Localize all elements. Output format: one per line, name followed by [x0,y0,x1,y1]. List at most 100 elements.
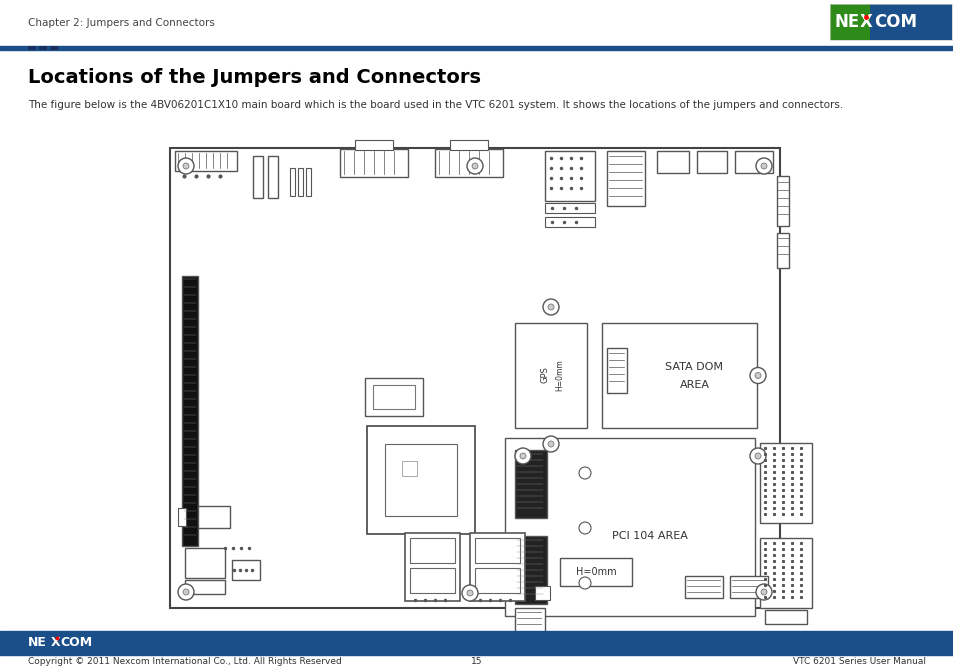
Circle shape [547,441,554,447]
Bar [544,151,595,201]
Text: NE: NE [28,636,47,650]
Bar [776,176,788,226]
Bar [601,323,757,428]
Bar [606,348,626,393]
Bar [385,444,456,516]
Text: H=0mm: H=0mm [555,359,564,391]
Text: PCI 104 AREA: PCI 104 AREA [612,531,687,541]
Bar [185,548,225,578]
Bar [729,576,767,598]
Bar [544,203,595,213]
Circle shape [547,304,554,310]
Bar [198,506,230,528]
Circle shape [578,577,590,589]
Bar [410,568,455,593]
Bar [734,151,772,173]
Circle shape [578,522,590,534]
Bar [764,610,806,624]
Text: COM: COM [873,13,916,31]
Circle shape [749,448,765,464]
Circle shape [754,453,760,459]
Bar [470,533,524,601]
Text: Copyright © 2011 Nexcom International Co., Ltd. All Rights Reserved: Copyright © 2011 Nexcom International Co… [28,657,341,667]
Circle shape [461,585,477,601]
Text: 15: 15 [471,657,482,667]
Text: X: X [859,13,872,31]
Circle shape [749,368,765,384]
Bar [515,450,546,518]
Circle shape [467,590,473,596]
Circle shape [542,436,558,452]
Text: GPS: GPS [540,366,549,384]
Circle shape [754,372,760,378]
Text: NE: NE [834,13,860,31]
Text: Locations of the Jumpers and Connectors: Locations of the Jumpers and Connectors [28,68,480,87]
Bar [365,378,422,416]
Bar [776,233,788,268]
Circle shape [760,589,766,595]
Bar [829,4,869,40]
Circle shape [183,589,189,595]
Bar [504,438,754,616]
Bar [355,140,393,150]
Bar [401,461,416,476]
Bar [435,149,502,177]
Bar [405,533,459,601]
Circle shape [178,158,193,174]
Bar [606,151,644,206]
Text: VTC 6201 Series User Manual: VTC 6201 Series User Manual [792,657,925,667]
Bar [450,140,488,150]
Bar [39,46,47,50]
Bar [697,151,726,173]
Bar [290,168,294,196]
Bar [760,538,811,608]
Bar [373,385,415,409]
Bar [535,586,550,600]
Text: COM: COM [60,636,92,650]
Circle shape [178,584,193,600]
Bar [544,217,595,227]
Text: The figure below is the 4BV06201C1X10 main board which is the board used in the : The figure below is the 4BV06201C1X10 ma… [28,100,842,110]
Bar [185,580,225,594]
Circle shape [515,448,531,464]
Bar [410,538,455,563]
Text: Chapter 2: Jumpers and Connectors: Chapter 2: Jumpers and Connectors [28,18,214,28]
Circle shape [578,467,590,479]
Text: AREA: AREA [679,380,709,390]
Bar [170,148,780,608]
Bar [475,568,519,593]
Bar [829,4,951,40]
Bar [515,608,544,633]
Bar [182,276,198,546]
Text: SATA DOM: SATA DOM [665,362,722,372]
Text: H=0mm: H=0mm [575,567,616,577]
Circle shape [472,163,477,169]
Bar [515,536,546,604]
Bar [174,151,236,171]
Bar [760,443,811,523]
Circle shape [755,158,771,174]
Bar [559,558,631,586]
Circle shape [519,453,525,459]
Bar [232,560,260,580]
Circle shape [760,163,766,169]
Bar [515,323,586,428]
Bar [28,46,36,50]
Bar [253,156,263,198]
Bar [268,156,277,198]
Bar [297,168,303,196]
Circle shape [467,158,482,174]
Circle shape [183,163,189,169]
Text: X: X [51,636,61,650]
Bar [657,151,688,173]
Circle shape [542,299,558,315]
Bar [339,149,408,177]
Bar [50,46,58,50]
Bar [869,4,951,40]
Bar [178,508,186,526]
Bar [367,426,475,534]
Bar [684,576,722,598]
Bar [475,538,519,563]
Circle shape [755,584,771,600]
Bar [306,168,311,196]
